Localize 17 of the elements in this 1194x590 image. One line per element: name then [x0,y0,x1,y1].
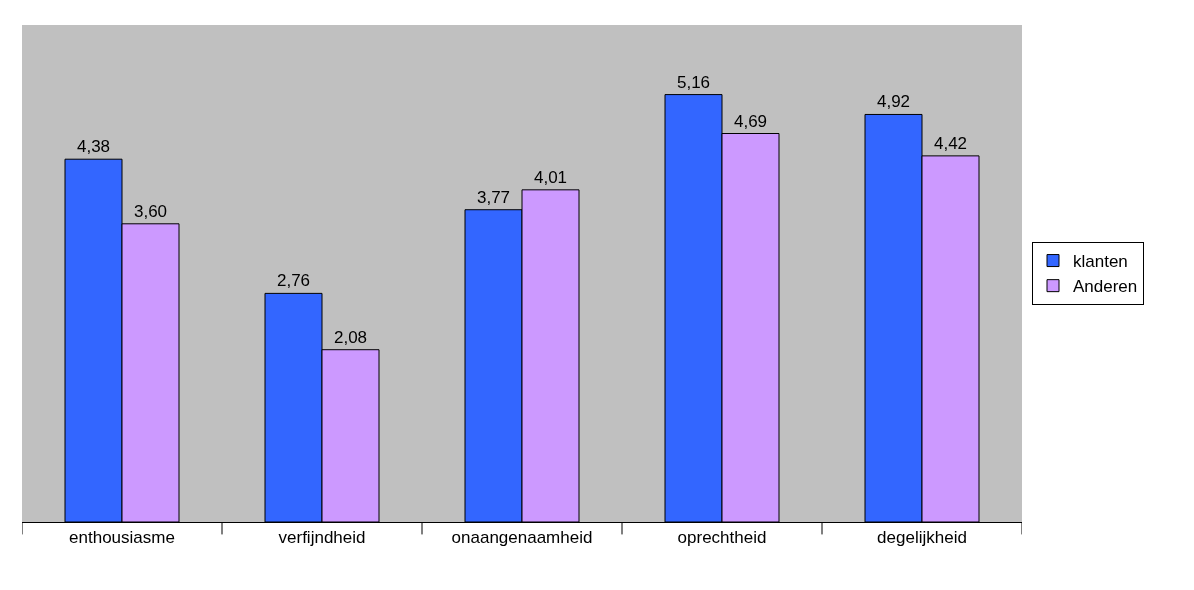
x-tick-label: enthousiasme [69,528,175,548]
data-label: 4,42 [933,133,968,153]
x-tick-label: verfijndheid [278,528,366,548]
data-label: 4,92 [876,92,911,112]
data-label: 2,08 [333,327,368,347]
data-label: 4,38 [76,137,111,157]
data-label: 2,76 [276,271,311,291]
legend-label: klanten [1073,252,1128,272]
data-label: 3,77 [476,187,511,207]
x-tick-label: degelijkheid [877,528,967,548]
x-tick-label: onaangenaamheid [451,528,593,548]
data-label: 4,01 [533,167,568,187]
data-label: 3,60 [133,201,168,221]
data-label: 5,16 [676,72,711,92]
x-tick-label: oprechtheid [677,528,767,548]
data-label: 4,69 [733,111,768,131]
legend-label: Anderen [1073,277,1138,297]
